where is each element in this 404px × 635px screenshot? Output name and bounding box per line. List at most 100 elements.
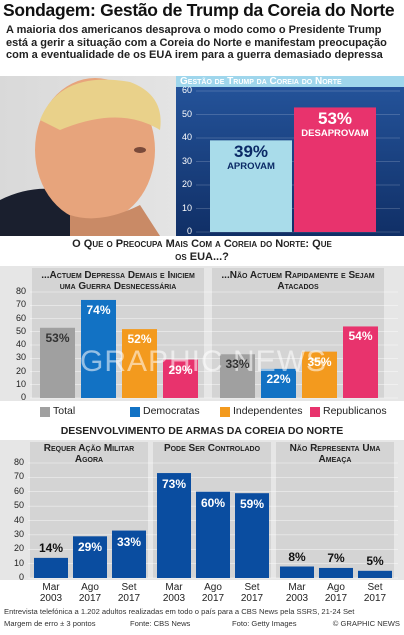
value-label: 29% [77,540,103,555]
bar [261,368,296,398]
legend-swatch [40,407,50,417]
y-tick-label: 40 [13,514,24,525]
y-tick-label: 50 [181,108,192,119]
y-tick-label: 80 [13,457,24,467]
legend-label: Republicanos [323,405,387,417]
y-tick-label: 40 [181,132,192,142]
y-tick-label: 80 [15,286,26,296]
bar [122,329,157,398]
bar [196,491,230,578]
value-label: 8% [288,549,306,564]
bar [302,351,337,398]
value-label: 29% [168,362,193,377]
value-label: 5% [366,553,384,568]
legend-swatch [220,407,230,417]
value-label: 59% [239,497,265,512]
photo [0,78,161,236]
y-tick-label: 70 [13,471,24,482]
y-tick-label: 30 [15,352,26,363]
y-tick-label: 0 [20,392,26,402]
bar [81,299,116,398]
value-label: 39% [233,142,269,162]
x-tick-label: Ago 2017 [324,582,348,604]
y-tick-label: 30 [181,155,192,166]
category-label: Desaprovam [301,128,369,140]
bar [319,567,353,578]
value-label: 35% [307,354,332,369]
bar [157,473,191,578]
y-tick-label: 70 [15,299,26,310]
y-tick-label: 10 [13,557,24,568]
subtitle: A maioria dos americanos desaprova o mod… [6,24,387,62]
panel-title: ...Actuem Depressa Demais e Iniciem uma … [41,270,195,292]
bar [210,140,292,232]
value-label: 52% [127,332,152,347]
y-tick-label: 60 [181,85,192,95]
y-tick-label: 60 [13,485,24,496]
y-tick-label: 50 [15,325,26,336]
y-tick-label: 20 [181,179,192,189]
category-label: Aprovam [227,161,275,173]
value-label: 7% [327,550,345,565]
section-title: Desenvolvimento de armas da Coreia do No… [60,425,344,437]
value-label: 33% [225,357,250,372]
chart-title: Gestão de Trump da Coreia do Norte [180,76,342,87]
footer-margin: Margem de erro ± 3 pontos [4,619,96,628]
x-tick-label: Ago 2017 [201,582,225,604]
value-label: 22% [266,371,291,386]
section-title: O Que o Preocupa Mais Com a Coreia do No… [72,238,332,263]
value-label: 73% [161,477,187,492]
chart1-header [176,76,404,87]
x-tick-label: Mar 2003 [285,582,309,604]
y-tick-label: 30 [13,528,24,539]
bar [358,570,392,578]
title: Sondagem: Gestão de Trump da Coreia do N… [3,0,395,20]
x-tick-label: Set 2017 [240,582,264,604]
y-tick-label: 10 [15,378,26,389]
y-tick-label: 60 [15,312,26,323]
bar [235,493,269,578]
footer-photo: Foto: Getty Images [232,619,297,628]
x-tick-label: Set 2017 [363,582,387,604]
legend-swatch [130,407,140,417]
bar [163,359,198,398]
y-tick-label: 20 [13,543,24,554]
panel-title: Não Representa Uma Ameaça [289,443,381,465]
y-tick-label: 40 [15,339,26,349]
bar [294,107,376,232]
panel-title: Requer Ação Militar Agora [43,443,135,465]
y-tick-label: 0 [18,572,24,582]
x-tick-label: Mar 2003 [39,582,63,604]
x-tick-label: Ago 2017 [78,582,102,604]
panel-background [276,442,394,578]
bar [34,557,68,578]
value-label: 53% [317,109,353,129]
bar [220,354,255,398]
value-label: 53% [45,330,70,345]
bar [40,327,75,398]
panel-title: Pode Ser Controlado [163,443,261,454]
footer-credit: © GRAPHIC NEWS [332,619,400,628]
y-tick-label: 10 [181,202,192,213]
legend-label: Independentes [233,405,303,417]
panel-title: ...Não Actuem Rapidamente e Sejam Atacad… [221,270,375,292]
legend-label: Democratas [143,405,200,417]
value-label: 54% [348,329,373,344]
footer-note: Entrevista telefónica a 1.202 adultos re… [4,607,355,616]
x-tick-label: Mar 2003 [162,582,186,604]
y-tick-label: 50 [13,500,24,511]
value-label: 74% [86,302,111,317]
bar [280,566,314,578]
bar [73,536,107,578]
bar [112,530,146,578]
watermark: GRAPHIC NEWS [80,345,328,378]
value-label: 14% [38,540,64,555]
legend-label: Total [53,405,76,417]
footer-source: Fonte: CBS News [130,619,191,628]
value-label: 60% [200,495,226,510]
y-tick-label: 20 [15,365,26,376]
legend-swatch [310,407,320,417]
bar [343,326,378,398]
